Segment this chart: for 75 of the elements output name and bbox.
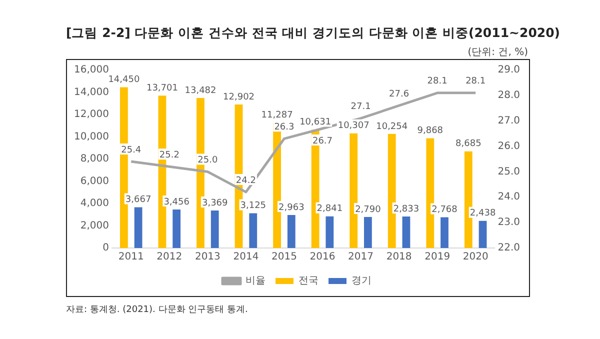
data-label: 26.7 <box>312 136 333 146</box>
data-label: 2,833 <box>393 204 420 214</box>
y2-tick-label: 22.0 <box>498 242 520 254</box>
data-label: 14,450 <box>108 75 140 86</box>
y2-tick-label: 28.0 <box>498 90 520 102</box>
data-label: 3,667 <box>125 195 152 206</box>
data-label: 28.1 <box>427 76 448 87</box>
y-tick-label: 4,000 <box>80 198 109 210</box>
x-tick-label: 2016 <box>310 252 336 263</box>
y2-tick-label: 24.0 <box>498 192 520 203</box>
y-tick-label: 10,000 <box>74 131 109 142</box>
data-label: 2,841 <box>316 204 343 214</box>
bar <box>326 216 334 248</box>
data-label: 27.1 <box>350 102 371 112</box>
bar <box>464 151 472 248</box>
y-tick-label: 16,000 <box>74 64 109 76</box>
data-label: 8,685 <box>456 139 482 150</box>
data-label: 25.2 <box>159 150 180 160</box>
y-tick-label: 8,000 <box>80 154 109 165</box>
x-tick-label: 2015 <box>272 252 297 263</box>
y-tick-label: 14,000 <box>74 86 109 98</box>
data-label: 3,125 <box>240 201 266 212</box>
data-label: 2,790 <box>355 204 382 215</box>
data-label: 24.2 <box>236 176 256 186</box>
data-label: 26.3 <box>274 122 294 132</box>
bar <box>402 216 410 248</box>
data-label: 12,902 <box>223 92 255 102</box>
data-label: 13,701 <box>146 83 178 94</box>
data-label: 11,287 <box>261 110 293 120</box>
x-tick-label: 2011 <box>118 252 144 263</box>
data-label: 10,254 <box>376 122 408 132</box>
bar <box>172 210 181 248</box>
y2-tick-label: 29.0 <box>498 64 520 76</box>
data-label: 10,631 <box>300 118 332 128</box>
data-label: 3,369 <box>202 198 228 208</box>
y2-tick-label: 23.0 <box>498 217 520 228</box>
data-label: 28.1 <box>466 76 486 87</box>
data-label: 13,482 <box>184 86 216 96</box>
x-tick-label: 2013 <box>194 252 220 263</box>
x-tick-label: 2020 <box>462 252 488 263</box>
legend-label: 전국 <box>298 276 318 287</box>
legend-label: 비율 <box>246 276 266 287</box>
bar <box>249 213 258 248</box>
legend-label: 경기 <box>352 276 372 287</box>
bar <box>287 215 296 248</box>
data-label: 10,307 <box>338 121 370 132</box>
data-label: 2,963 <box>278 202 304 213</box>
bar <box>478 220 487 248</box>
data-label: 25.0 <box>198 156 218 166</box>
text: 자료: 통계청. (2021). 다문화 인구동태 통계. <box>66 304 248 316</box>
bar <box>364 216 372 248</box>
bar <box>388 134 396 248</box>
x-tick-label: 2017 <box>348 252 374 263</box>
data-label: 27.6 <box>389 89 410 100</box>
data-label: 2,768 <box>432 205 458 216</box>
x-tick-label: 2012 <box>156 252 182 263</box>
y2-tick-label: 25.0 <box>498 166 520 178</box>
data-label: 9,868 <box>417 126 444 136</box>
y-tick-label: 2,000 <box>80 220 109 232</box>
data-label: 25.4 <box>121 145 142 156</box>
y2-tick-label: 26.0 <box>498 140 520 152</box>
x-tick-label: 2018 <box>386 252 412 263</box>
y-tick-label: 12,000 <box>74 109 109 120</box>
y-tick-label: 6,000 <box>80 176 109 187</box>
bar <box>440 217 448 248</box>
y-tick-label: 0 <box>102 242 109 254</box>
bar <box>134 207 142 248</box>
bar <box>210 210 219 248</box>
y2-tick-label: 27.0 <box>498 115 520 126</box>
data-label: 2,438 <box>470 208 496 219</box>
data-label: 3,456 <box>164 197 190 208</box>
chart-subtitle: (단위: 건, %) <box>468 46 528 59</box>
x-tick-label: 2019 <box>424 252 450 263</box>
x-tick-label: 2014 <box>233 252 259 263</box>
chart-title: [그림 2-2] 다문화 이혼 건수와 전국 대비 경기도의 다문화 이혼 비중(2011~2020) <box>66 25 560 42</box>
